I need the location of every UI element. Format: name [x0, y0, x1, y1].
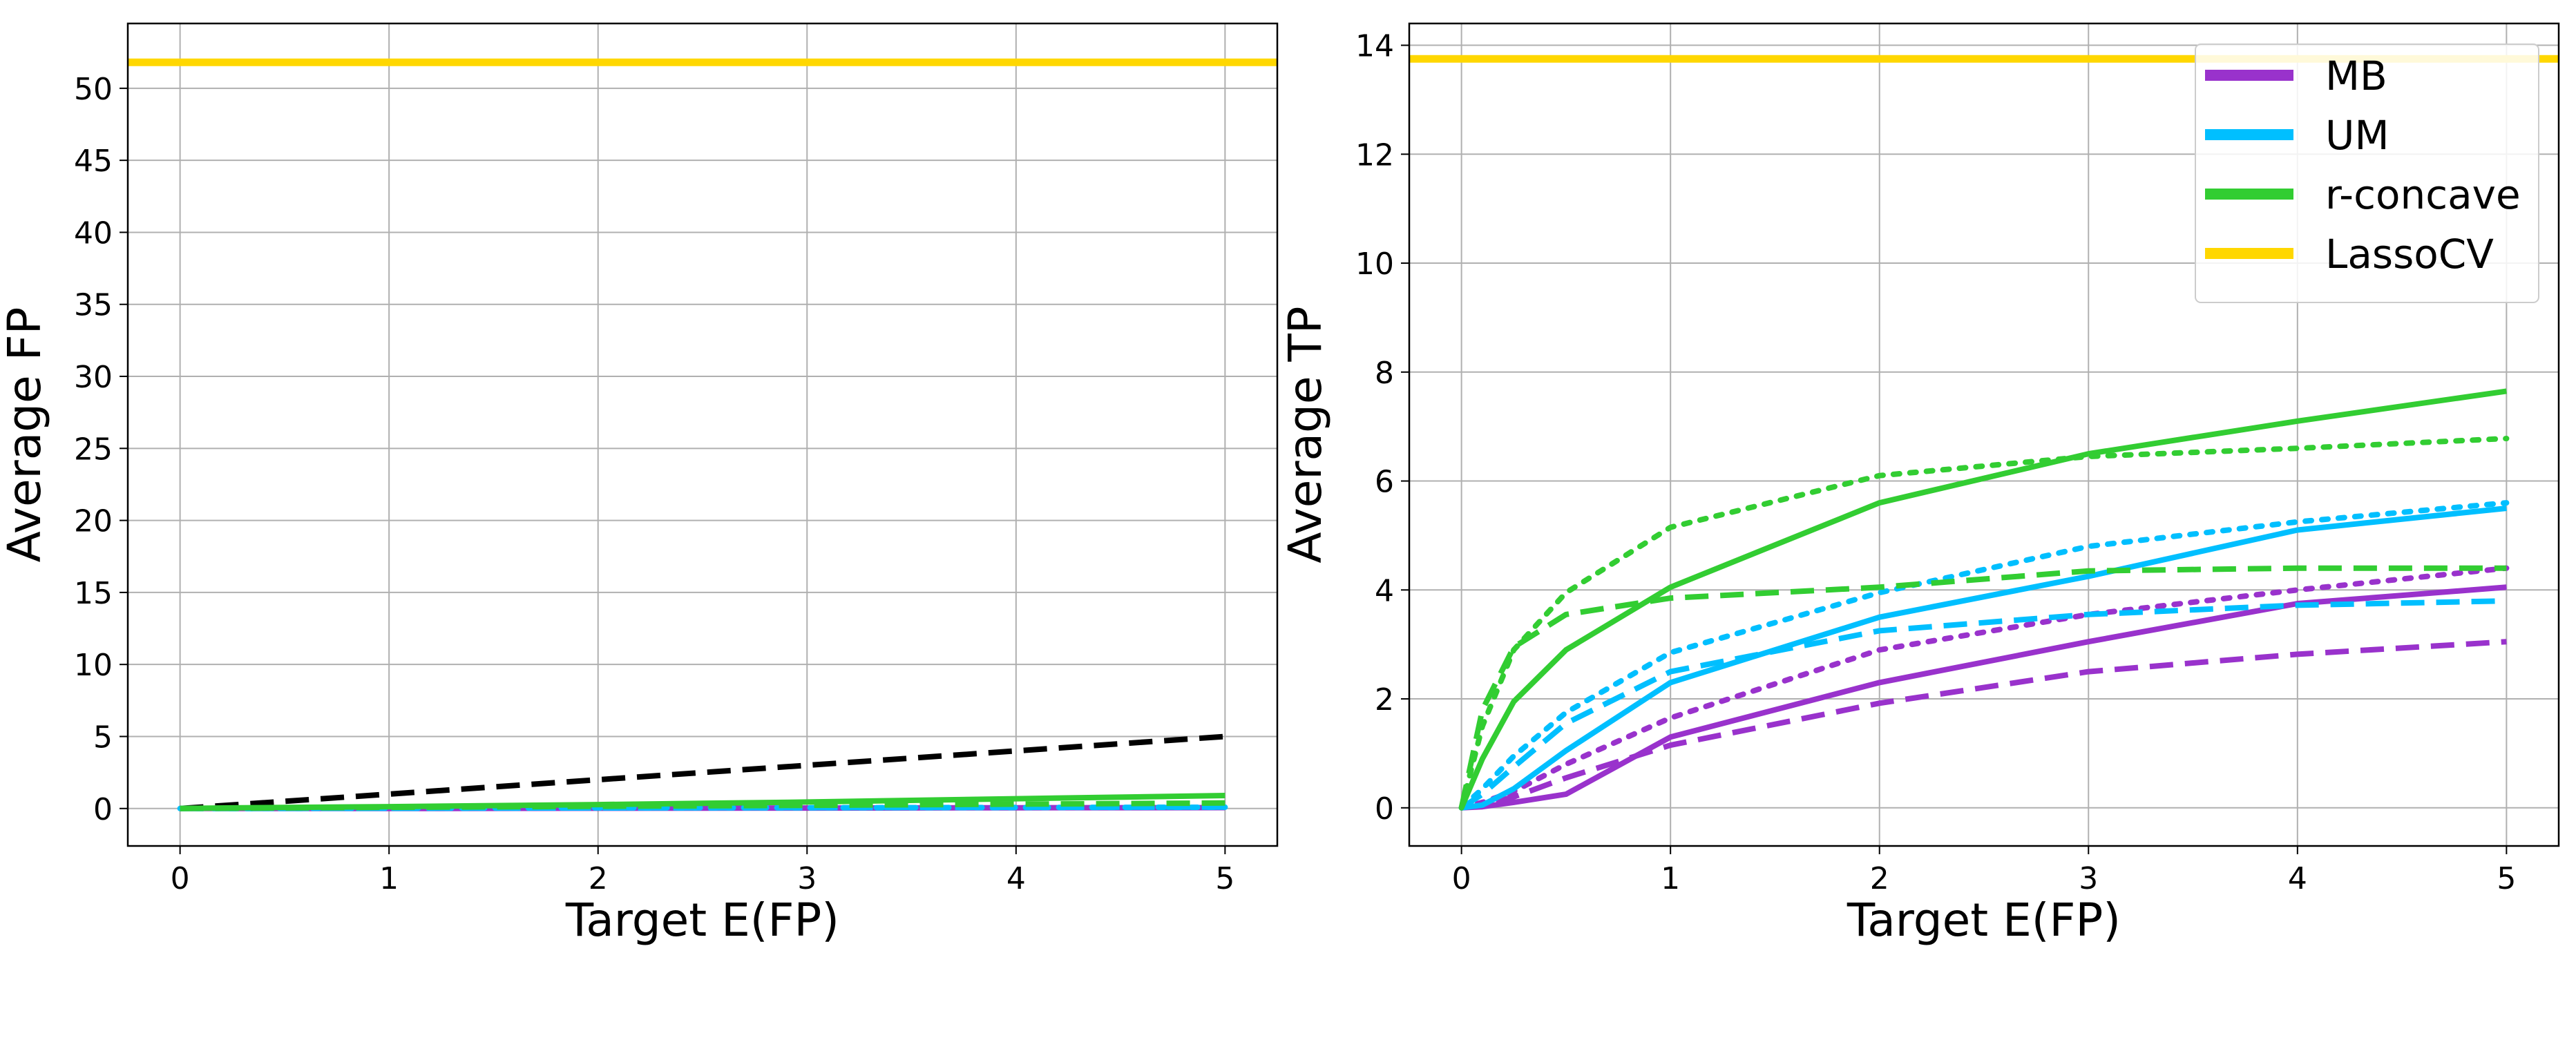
series-line-um-dashed — [1460, 598, 2507, 811]
y-axis-label: Average FP — [0, 307, 51, 563]
legend-label: r-concave — [2325, 171, 2521, 218]
series-line-r-concave-solid — [180, 793, 1225, 811]
y-tick-label: 12 — [1355, 137, 1394, 173]
series-line-mb-dashed — [1461, 639, 2507, 811]
series-line-um-solid — [1461, 505, 2507, 811]
series-line-mb-solid — [1461, 584, 2507, 811]
x-tick-label: 3 — [797, 861, 817, 896]
series-group — [1409, 55, 2559, 811]
series-group — [128, 58, 1277, 811]
y-tick-label: 5 — [93, 720, 113, 755]
x-tick-label: 0 — [171, 861, 190, 896]
x-tick-label: 1 — [379, 861, 399, 896]
x-axis-label: Target E(FP) — [1847, 894, 2121, 947]
x-axis-label: Target E(FP) — [565, 894, 839, 947]
x-tick-label: 5 — [2497, 861, 2516, 896]
x-tick-label: 4 — [1006, 861, 1026, 896]
y-tick-label: 10 — [74, 648, 113, 683]
y-tick-label: 45 — [74, 144, 113, 179]
y-tick-label: 10 — [1355, 247, 1394, 282]
y-axis-label: Average TP — [1279, 306, 1332, 563]
y-tick-label: 50 — [74, 72, 113, 107]
y-tick-label: 6 — [1375, 465, 1394, 500]
y-tick-label: 0 — [1375, 791, 1394, 827]
legend-label: LassoCV — [2325, 231, 2494, 278]
x-tick-label: 2 — [1870, 861, 1889, 896]
y-tick-label: 4 — [1375, 573, 1394, 608]
legend-label: UM — [2325, 112, 2389, 159]
y-tick-label: 8 — [1375, 356, 1394, 391]
y-tick-label: 35 — [74, 288, 113, 323]
legend: MB UM r-concave LassoCV — [2195, 44, 2539, 303]
y-tick-label: 30 — [74, 360, 113, 395]
x-tick-label: 0 — [1452, 861, 1471, 896]
y-tick-label: 2 — [1375, 682, 1394, 718]
plot-frame — [126, 22, 1279, 847]
series-line-r-concave-dashed — [1458, 565, 2507, 809]
y-tick-label: 20 — [74, 504, 113, 539]
plot-frame — [1408, 22, 2560, 847]
legend-label: MB — [2325, 52, 2387, 99]
x-tick-label: 4 — [2288, 861, 2307, 896]
x-tick-label: 1 — [1661, 861, 1680, 896]
series-line-r-concave-dotted — [1458, 436, 2510, 811]
x-tick-label: 5 — [1215, 861, 1234, 896]
y-tick-label: 14 — [1355, 29, 1394, 64]
x-tick-label: 3 — [2079, 861, 2098, 896]
y-tick-label: 25 — [74, 432, 113, 467]
series-line-um-dotted — [1458, 500, 2510, 811]
y-tick-label: 15 — [74, 576, 113, 611]
y-tick-label: 40 — [74, 215, 113, 251]
series-line-r-concave-solid — [1458, 388, 2507, 809]
y-tick-label: 0 — [93, 792, 113, 827]
legend-box — [2195, 44, 2539, 303]
x-tick-label: 2 — [589, 861, 608, 896]
